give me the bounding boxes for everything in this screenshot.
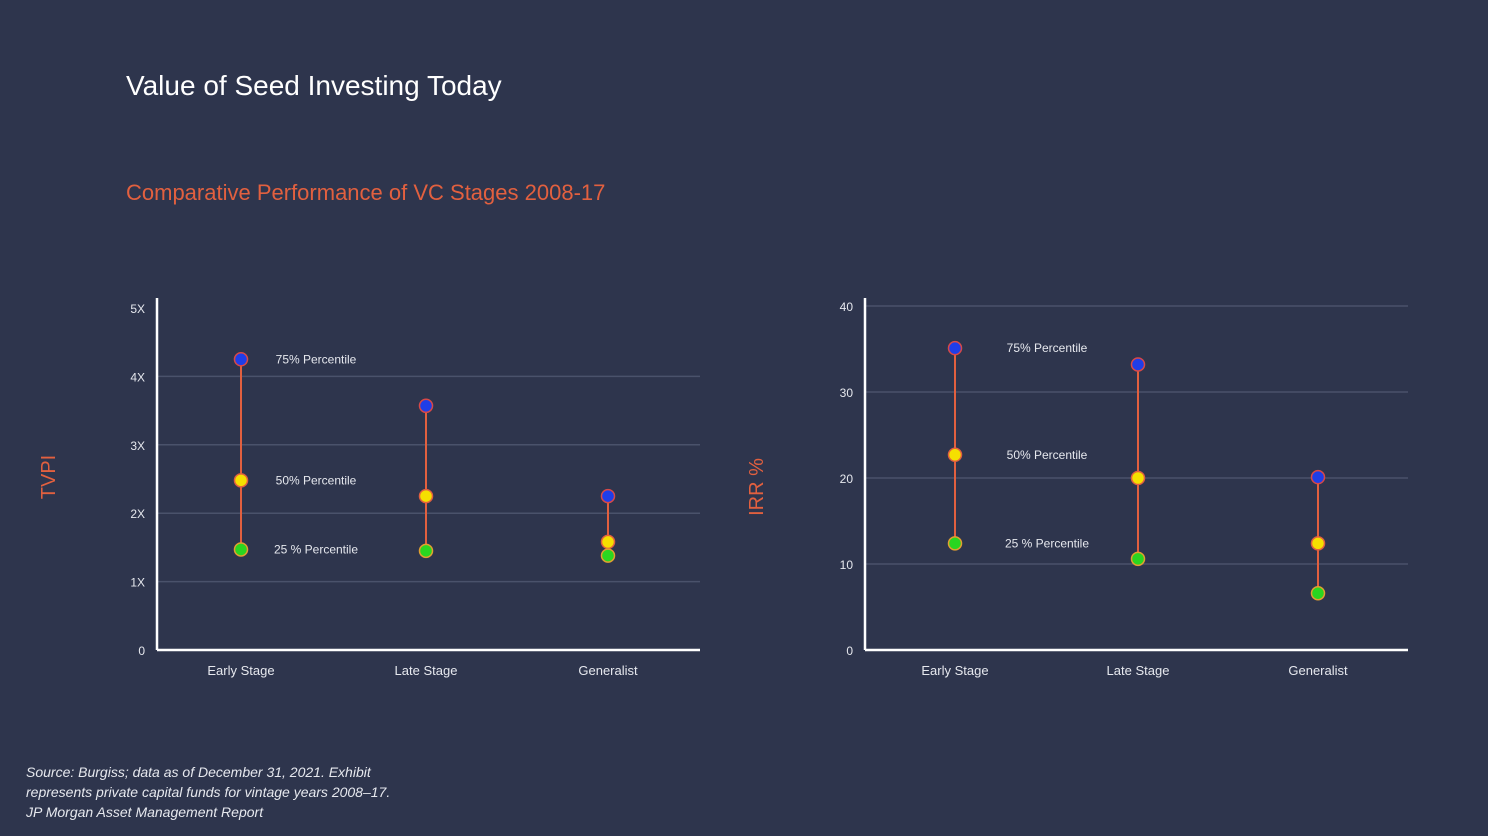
data-point	[1310, 536, 1326, 551]
data-point	[233, 352, 249, 367]
series-label: 50% Percentile	[1007, 448, 1088, 462]
y-tick-label: 1X	[130, 576, 145, 590]
source-line-2: represents private capital funds for vin…	[26, 784, 391, 800]
y-tick-label: 0	[846, 644, 853, 658]
x-tick-label: Early Stage	[921, 663, 988, 678]
y-tick-label: 3X	[130, 439, 145, 453]
source-line-3: JP Morgan Asset Management Report	[26, 804, 264, 820]
y-tick-label: 10	[840, 558, 854, 572]
y-axis-label: TVPI	[38, 455, 60, 499]
x-tick-label: Generalist	[578, 663, 638, 678]
series-label: 25 % Percentile	[1005, 536, 1089, 550]
chart-1: 0 1X 2X 3X 4X 5X TVPI Early Stage Late Stage Gene…	[38, 298, 700, 678]
data-point	[600, 488, 616, 504]
data-point	[1310, 469, 1326, 485]
y-axis-label: IRR %	[746, 458, 768, 516]
data-point	[600, 534, 616, 550]
x-tick-label: Late Stage	[395, 663, 458, 678]
y-tick-label: 2X	[130, 507, 145, 521]
data-point	[600, 548, 616, 563]
data-point	[1130, 551, 1146, 567]
y-tick-label: 4X	[130, 370, 145, 384]
x-tick-label: Late Stage	[1107, 663, 1170, 678]
source-note: Source: Burgiss; data as of December 31,…	[26, 762, 390, 822]
page-title: Value of Seed Investing Today	[126, 70, 502, 101]
data-point	[1310, 585, 1326, 601]
source-line-1: Source: Burgiss; data as of December 31,…	[26, 764, 371, 780]
y-tick-label: 40	[840, 300, 854, 314]
chart-2: 0 10 20 30 40 IRR % Early Stage Late Stage Gener…	[746, 298, 1408, 678]
data-point	[947, 447, 963, 463]
y-tick-label: 30	[840, 386, 854, 400]
data-point	[947, 340, 963, 356]
data-point	[1130, 470, 1146, 486]
series-label: 50% Percentile	[276, 473, 357, 487]
series-label: 25 % Percentile	[274, 542, 358, 556]
data-point	[418, 488, 434, 504]
series-label: 75% Percentile	[276, 352, 357, 366]
chart-subtitle: Comparative Performance of VC Stages 200…	[126, 180, 606, 205]
data-point	[947, 536, 963, 551]
y-tick-label: 0	[138, 644, 145, 658]
y-tick-label: 5X	[130, 302, 145, 316]
x-tick-label: Early Stage	[207, 663, 274, 678]
data-point	[233, 473, 249, 488]
data-point	[1130, 357, 1146, 372]
data-point	[233, 542, 249, 557]
series-label: 75% Percentile	[1007, 341, 1088, 355]
x-tick-label: Generalist	[1288, 663, 1348, 678]
y-tick-label: 20	[840, 472, 854, 486]
data-point	[418, 398, 434, 414]
data-point	[418, 543, 434, 559]
